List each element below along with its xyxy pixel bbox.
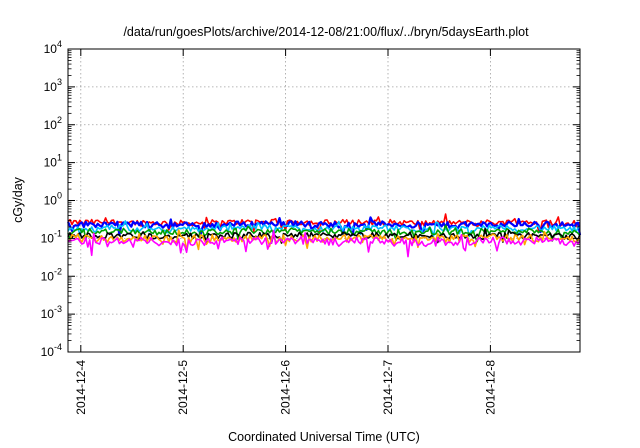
y-tick-label: 101 [44, 153, 62, 170]
series-group [67, 213, 582, 258]
x-axis-title: Coordinated Universal Time (UTC) [228, 430, 420, 444]
x-tick-label: 2014-12-8 [483, 360, 497, 415]
y-tick-label: 10-2 [41, 266, 62, 283]
y-tick-label: 104 [44, 39, 62, 56]
y-axis: 10-4 10-3 10-2 10-1 100 101 102 103 104 [41, 39, 580, 359]
x-tick-label: 2014-12-5 [176, 360, 190, 415]
series-line [67, 216, 582, 237]
grid [68, 49, 580, 352]
y-axis-title: cGy/day [11, 176, 25, 223]
x-tick-label: 2014-12-6 [279, 360, 293, 415]
y-tick-label: 10-4 [41, 342, 62, 359]
series-line [67, 213, 581, 235]
y-tick-label: 100 [44, 191, 62, 208]
x-tick-label: 2014-12-4 [74, 360, 88, 415]
series-line [67, 229, 581, 258]
y-tick-label: 10-3 [41, 304, 62, 321]
y-tick-label: 10-1 [41, 228, 62, 245]
x-axis: 2014-12-4 2014-12-5 2014-12-6 2014-12-7 2014… [74, 49, 497, 415]
series-line [67, 224, 581, 243]
y-tick-label: 102 [44, 115, 62, 132]
x-tick-label: 2014-12-7 [381, 360, 395, 415]
y-tick-label: 103 [44, 77, 62, 94]
chart-title: /data/run/goesPlots/archive/2014-12-08/2… [123, 25, 529, 39]
